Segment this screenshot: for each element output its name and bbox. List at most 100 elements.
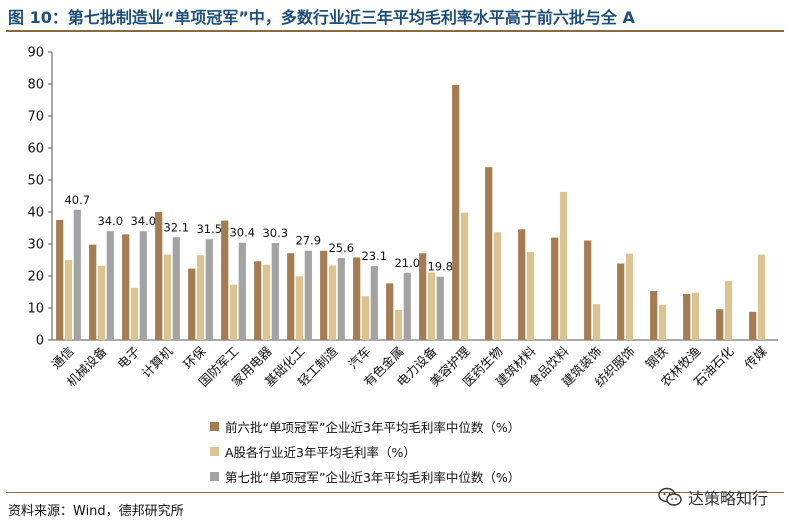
bar-series-1 <box>724 281 733 340</box>
chart-legend: 前六批“单项冠军”企业近3年平均毛利率中位数（%） A股各行业近3年平均毛利率（… <box>210 414 520 489</box>
bar-series-1 <box>658 304 667 340</box>
y-tick-label: 70 <box>27 110 44 125</box>
bar-series-1 <box>64 260 73 340</box>
data-label: 25.6 <box>328 241 354 255</box>
y-tick-label: 50 <box>27 174 44 189</box>
data-label: 31.5 <box>196 222 222 236</box>
title-divider <box>6 30 784 32</box>
bar-series-1 <box>196 255 205 340</box>
legend-swatch <box>210 422 219 431</box>
data-label: 19.8 <box>427 260 453 274</box>
data-label: 40.7 <box>64 193 90 207</box>
bar-series-0 <box>254 261 262 340</box>
bar-series-1 <box>757 254 766 340</box>
bar-series-0 <box>320 250 328 340</box>
bar-series-0 <box>518 229 526 340</box>
bar-series-1 <box>460 212 469 340</box>
x-tick-label: 传媒 <box>741 343 770 372</box>
bar-chart: 010203040506070809040.7通信34.0机械设备34.0电子3… <box>27 46 778 389</box>
x-tick-label: 计算机 <box>138 343 175 380</box>
bar-series-1 <box>691 292 700 340</box>
bar-series-2 <box>370 266 378 340</box>
bar-series-1 <box>130 287 139 340</box>
bar-series-2 <box>73 209 81 340</box>
x-tick-label: 汽车 <box>345 344 373 372</box>
bar-series-2 <box>271 243 279 340</box>
y-tick-label: 10 <box>27 302 44 317</box>
data-label: 30.4 <box>229 226 255 240</box>
footer-divider <box>6 492 784 493</box>
bar-series-1 <box>295 276 304 340</box>
watermark: 达策略知行 <box>658 485 768 509</box>
data-label: 23.1 <box>361 249 387 263</box>
x-tick-label: 通信 <box>48 344 76 372</box>
bar-series-0 <box>188 268 196 340</box>
figure-title: 图 10：第七批制造业“单项冠军”中，多数行业近三年平均毛利率水平高于前六批与全… <box>8 8 635 27</box>
bar-series-2 <box>238 242 246 340</box>
bar-series-2 <box>172 237 180 340</box>
bar-series-1 <box>262 264 271 340</box>
data-label: 30.3 <box>262 226 288 240</box>
bar-series-1 <box>526 252 535 340</box>
bar-series-0 <box>221 220 229 340</box>
bar-series-0 <box>683 293 691 340</box>
bar-series-0 <box>485 167 493 340</box>
legend-label: 前六批“单项冠军”企业近3年平均毛利率中位数（%） <box>225 420 521 435</box>
legend-label: A股各行业近3年平均毛利率（%） <box>225 445 416 460</box>
bar-series-1 <box>229 284 238 340</box>
data-label: 27.9 <box>295 234 321 248</box>
data-label: 32.1 <box>163 220 189 234</box>
y-tick-label: 20 <box>27 270 44 285</box>
bar-series-1 <box>559 191 568 340</box>
legend-swatch <box>210 447 219 456</box>
bar-series-0 <box>155 212 163 340</box>
bar-series-1 <box>328 265 337 340</box>
legend-item-seventh-batch: 第七批“单项冠军”企业近3年平均毛利率中位数（%） <box>210 464 520 489</box>
bar-series-0 <box>650 291 658 340</box>
y-tick-label: 80 <box>27 78 44 93</box>
bar-series-0 <box>287 253 295 340</box>
data-label: 34.0 <box>130 214 156 228</box>
legend-item-a-share-industry: A股各行业近3年平均毛利率（%） <box>210 439 520 464</box>
bar-series-0 <box>584 240 592 340</box>
bar-series-0 <box>749 311 757 340</box>
bar-series-1 <box>592 304 601 340</box>
source-note: 资料来源：Wind，德邦研究所 <box>8 504 184 519</box>
bar-series-1 <box>427 272 436 340</box>
bar-series-2 <box>139 231 147 340</box>
bar-series-0 <box>56 220 64 340</box>
y-tick-label: 0 <box>36 334 44 349</box>
watermark-text: 达策略知行 <box>687 489 768 508</box>
legend-swatch <box>210 472 219 481</box>
bar-series-0 <box>353 257 361 340</box>
bar-series-1 <box>97 265 106 340</box>
bar-series-2 <box>106 231 114 340</box>
legend-item-first-six-batches: 前六批“单项冠军”企业近3年平均毛利率中位数（%） <box>210 414 520 439</box>
y-tick-label: 90 <box>27 46 44 61</box>
bar-series-2 <box>436 276 444 340</box>
bar-series-0 <box>122 234 130 340</box>
y-tick-label: 40 <box>27 206 44 221</box>
x-tick-label: 钢铁 <box>642 343 671 372</box>
x-tick-label: 电子 <box>114 344 142 372</box>
bar-series-0 <box>452 84 460 341</box>
legend-label: 第七批“单项冠军”企业近3年平均毛利率中位数（%） <box>225 470 521 485</box>
bar-series-2 <box>304 250 312 340</box>
y-tick-label: 30 <box>27 238 44 253</box>
data-label: 34.0 <box>97 214 123 228</box>
y-tick-label: 60 <box>27 142 44 157</box>
bar-series-0 <box>551 237 559 340</box>
bar-series-1 <box>361 296 370 340</box>
bar-series-1 <box>163 254 172 340</box>
bar-series-0 <box>89 244 97 340</box>
bar-series-0 <box>716 309 724 340</box>
bar-series-2 <box>337 258 345 340</box>
bar-series-1 <box>625 253 634 340</box>
bar-series-1 <box>493 232 502 340</box>
bar-series-2 <box>403 272 411 340</box>
bar-series-0 <box>386 283 394 340</box>
bar-series-0 <box>617 263 625 340</box>
x-tick-label: 环保 <box>180 343 209 372</box>
bar-series-2 <box>205 239 213 340</box>
wechat-icon <box>658 487 682 506</box>
